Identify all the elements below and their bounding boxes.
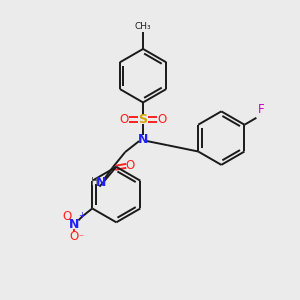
Text: +: + [78, 211, 85, 220]
Text: N: N [69, 218, 80, 231]
Text: N: N [96, 176, 106, 189]
Text: O: O [62, 210, 71, 223]
Text: O: O [126, 159, 135, 172]
Text: O: O [120, 113, 129, 126]
Text: S: S [139, 113, 148, 126]
Text: F: F [258, 103, 265, 116]
Text: O: O [70, 230, 79, 243]
Text: N: N [138, 133, 148, 146]
Text: H: H [91, 177, 98, 187]
Text: CH₃: CH₃ [135, 22, 152, 31]
Text: ⁻: ⁻ [78, 233, 83, 243]
Text: O: O [157, 113, 167, 126]
